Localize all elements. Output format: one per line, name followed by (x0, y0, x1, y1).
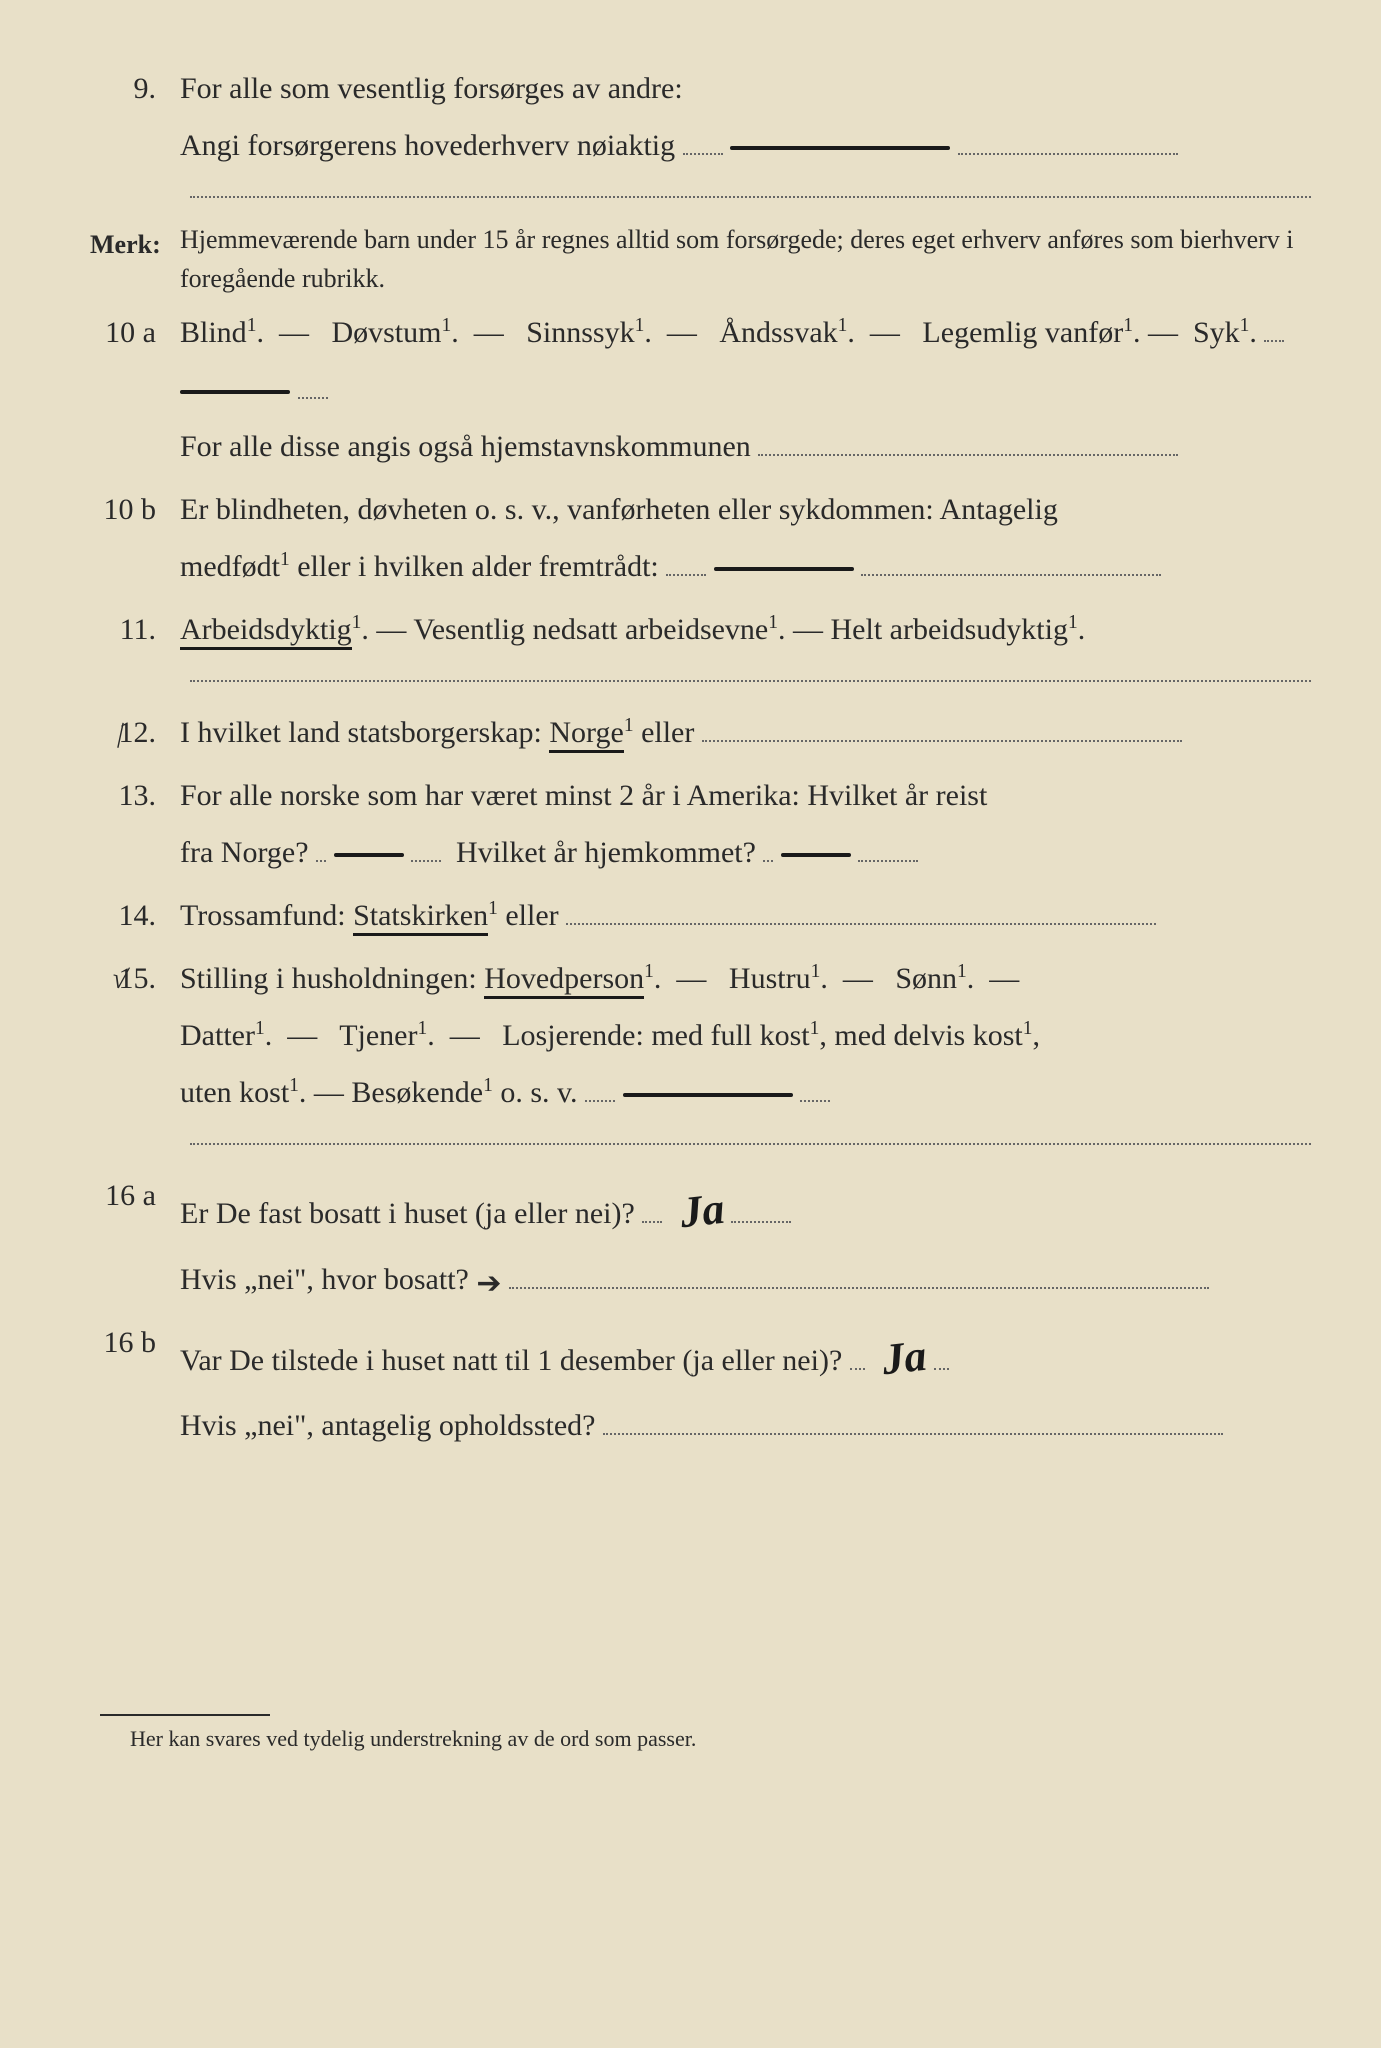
stroke-mark (623, 1093, 793, 1097)
merk-note: Merk: Hjemmeværende barn under 15 år reg… (90, 220, 1311, 298)
q16a-content: Er De fast bosatt i huset (ja eller nei)… (180, 1167, 1311, 1308)
q11-selected: Arbeidsdyktig (180, 613, 352, 650)
stroke-mark (730, 146, 950, 150)
merk-label: Merk: (90, 220, 180, 269)
q15-selected: Hovedperson (484, 962, 644, 999)
question-9: 9. For alle som vesentlig forsørges av a… (90, 60, 1311, 174)
arrow-mark: ➔ (476, 1255, 501, 1312)
q14-selected: Statskirken (353, 899, 488, 936)
question-13: 13. For alle norske som har været minst … (90, 767, 1311, 881)
q10b-number: 10 b (90, 481, 180, 538)
merk-text: Hjemmeværende barn under 15 år regnes al… (180, 220, 1311, 298)
handwritten-answer: Ja (878, 1314, 930, 1402)
q10a-line2: For alle disse angis også hjemstavnskomm… (180, 418, 1311, 475)
q16a-number: 16 a (90, 1167, 180, 1224)
handwritten-answer: Ja (676, 1167, 728, 1255)
q11-content: Arbeidsdyktig1. — Vesentlig nedsatt arbe… (180, 601, 1311, 658)
q9-line1: For alle som vesentlig forsørges av andr… (180, 60, 1311, 117)
question-16b: 16 b Var De tilstede i huset natt til 1 … (90, 1314, 1311, 1455)
question-10b: 10 b Er blindheten, døvheten o. s. v., v… (90, 481, 1311, 595)
divider (190, 680, 1311, 682)
q13-content: For alle norske som har været minst 2 år… (180, 767, 1311, 881)
q10a-number: 10 a (90, 304, 180, 361)
divider (190, 1143, 1311, 1145)
q10a-content: Blind1. — Døvstum1. — Sinnssyk1. — Åndss… (180, 304, 1311, 475)
q16b-number: 16 b (90, 1314, 180, 1371)
q16b-content: Var De tilstede i huset natt til 1 desem… (180, 1314, 1311, 1455)
q15-content: Stilling i husholdningen: Hovedperson1. … (180, 950, 1311, 1121)
q14-content: Trossamfund: Statskirken1 eller (180, 887, 1311, 944)
stroke-mark (334, 853, 404, 857)
q9-content: For alle som vesentlig forsørges av andr… (180, 60, 1311, 174)
q12-selected: Norge (549, 716, 623, 753)
q10a-options: Blind1. — Døvstum1. — Sinnssyk1. — Åndss… (180, 304, 1311, 418)
divider (190, 196, 1311, 198)
question-10a: 10 a Blind1. — Døvstum1. — Sinnssyk1. — … (90, 304, 1311, 475)
q12-number: 12. (90, 704, 180, 761)
q9-line2: Angi forsørgerens hovederhverv nøiaktig (180, 117, 1311, 174)
question-15: 15. Stilling i husholdningen: Hovedperso… (90, 950, 1311, 1121)
form-page: 9. For alle som vesentlig forsørges av a… (90, 60, 1311, 1752)
q9-number: 9. (90, 60, 180, 117)
q13-number: 13. (90, 767, 180, 824)
stroke-mark (781, 853, 851, 857)
question-11: 11. Arbeidsdyktig1. — Vesentlig nedsatt … (90, 601, 1311, 658)
footnote-rule (100, 1714, 270, 1716)
q12-content: I hvilket land statsborgerskap: Norge1 e… (180, 704, 1311, 761)
stroke-mark (180, 390, 290, 394)
question-16a: 16 a Er De fast bosatt i huset (ja eller… (90, 1167, 1311, 1308)
q10b-content: Er blindheten, døvheten o. s. v., vanfør… (180, 481, 1311, 595)
q11-number: 11. (90, 601, 180, 658)
footnote-text: Her kan svares ved tydelig understreknin… (130, 1726, 1311, 1752)
q15-number: 15. (90, 950, 180, 1007)
stroke-mark (714, 567, 854, 571)
question-14: 14. Trossamfund: Statskirken1 eller (90, 887, 1311, 944)
question-12: 12. I hvilket land statsborgerskap: Norg… (90, 704, 1311, 761)
q14-number: 14. (90, 887, 180, 944)
